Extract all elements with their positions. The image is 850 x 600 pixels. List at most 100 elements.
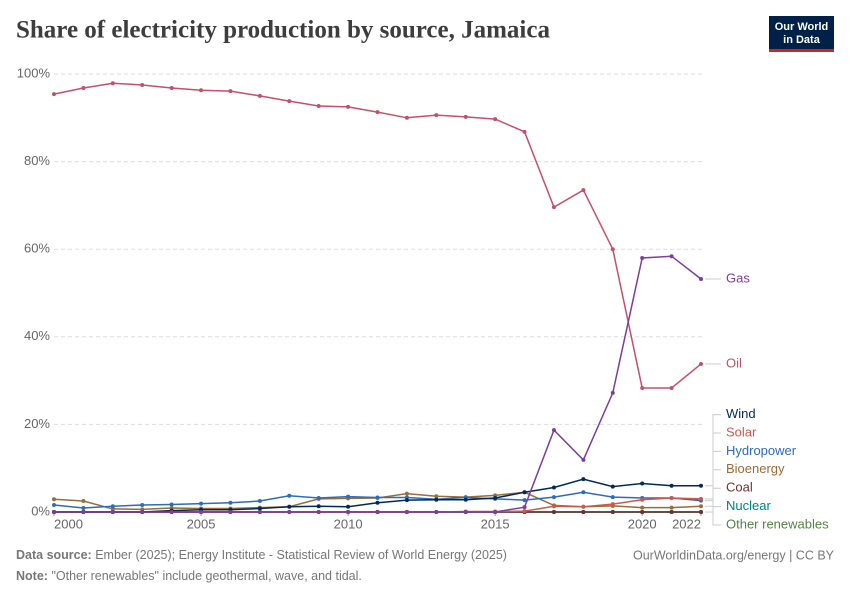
point [434, 510, 439, 514]
legend-label: Wind [726, 406, 756, 421]
y-tick-label: 100% [17, 65, 51, 80]
point [551, 205, 556, 210]
source: Data source: Ember (2025); Energy Instit… [16, 548, 507, 562]
series: Wind [52, 406, 756, 514]
point [228, 89, 233, 94]
point [316, 504, 321, 509]
point [463, 510, 468, 514]
y-tick-label: 20% [24, 416, 50, 431]
point [228, 500, 233, 505]
legend-label: Oil [726, 355, 742, 370]
point [375, 110, 380, 115]
point [287, 493, 292, 498]
note: Note: "Other renewables" include geother… [16, 569, 362, 583]
point [581, 457, 586, 462]
y-tick-label: 0% [31, 503, 50, 518]
point [669, 495, 674, 500]
point [640, 497, 645, 502]
logo[interactable]: Our World in Data [769, 16, 834, 52]
point [699, 504, 703, 509]
point [493, 495, 498, 500]
point [551, 510, 556, 514]
point [404, 498, 409, 503]
legend-label: Other renewables [726, 516, 829, 531]
point [140, 82, 145, 87]
legend-label: Solar [726, 424, 757, 439]
point [346, 104, 351, 109]
label-connector [705, 511, 721, 526]
point [610, 495, 615, 500]
point [346, 510, 351, 514]
logo-text: in Data [783, 34, 821, 46]
point [522, 505, 527, 510]
point [404, 491, 409, 496]
line [54, 255, 702, 513]
point [257, 510, 262, 514]
logo-box [769, 16, 834, 52]
point [81, 506, 86, 511]
point [434, 494, 439, 499]
note-text: "Other renewables" include geothermal, w… [51, 569, 361, 583]
logo-underline [769, 49, 834, 52]
point [640, 510, 645, 514]
point [522, 129, 527, 134]
point [81, 510, 86, 514]
point [52, 502, 56, 507]
point [610, 484, 615, 489]
line [53, 82, 702, 389]
label-connector [705, 414, 721, 487]
point [669, 483, 674, 488]
chart-title: Share of electricity production by sourc… [16, 17, 550, 44]
point [669, 254, 674, 259]
point [346, 494, 351, 499]
point [257, 506, 262, 511]
point [169, 510, 174, 514]
point [375, 495, 380, 500]
point [316, 495, 321, 500]
point [199, 501, 204, 506]
point [52, 510, 56, 514]
point [110, 81, 115, 86]
point [140, 502, 145, 507]
point [257, 499, 262, 504]
point [140, 510, 145, 514]
point [669, 510, 674, 514]
point [434, 497, 439, 502]
source-label: Data source: [16, 548, 92, 562]
point [699, 510, 703, 514]
legend-label: Gas [726, 270, 750, 285]
credit[interactable]: OurWorldinData.org/energy | CC BY [633, 548, 835, 562]
series: Oil [52, 81, 742, 391]
legend-label: Coal [726, 480, 753, 495]
logo-text: Our World [775, 21, 829, 33]
x-tick-label: 2000 [54, 516, 83, 531]
point [699, 361, 703, 366]
point [52, 92, 56, 97]
x-tick-label: 2010 [334, 516, 363, 531]
point [375, 500, 380, 505]
point [228, 510, 233, 514]
point [169, 86, 174, 91]
point [434, 113, 439, 118]
point [463, 114, 468, 119]
point [581, 490, 586, 495]
x-tick-label: 2022 [672, 516, 701, 531]
point [404, 115, 409, 120]
y-tick-label: 40% [24, 328, 50, 343]
point [52, 497, 56, 502]
point [522, 509, 527, 514]
point [581, 504, 586, 509]
point [493, 117, 498, 122]
point [551, 485, 556, 490]
series: Other renewables [52, 510, 829, 531]
series: Gas [52, 254, 750, 514]
point [610, 510, 615, 514]
point [287, 504, 292, 509]
point [463, 497, 468, 502]
point [669, 386, 674, 391]
y-tick-label: 60% [24, 241, 50, 256]
point [316, 103, 321, 108]
point [551, 428, 556, 433]
note-label: Note: [16, 569, 48, 583]
point [610, 502, 615, 507]
